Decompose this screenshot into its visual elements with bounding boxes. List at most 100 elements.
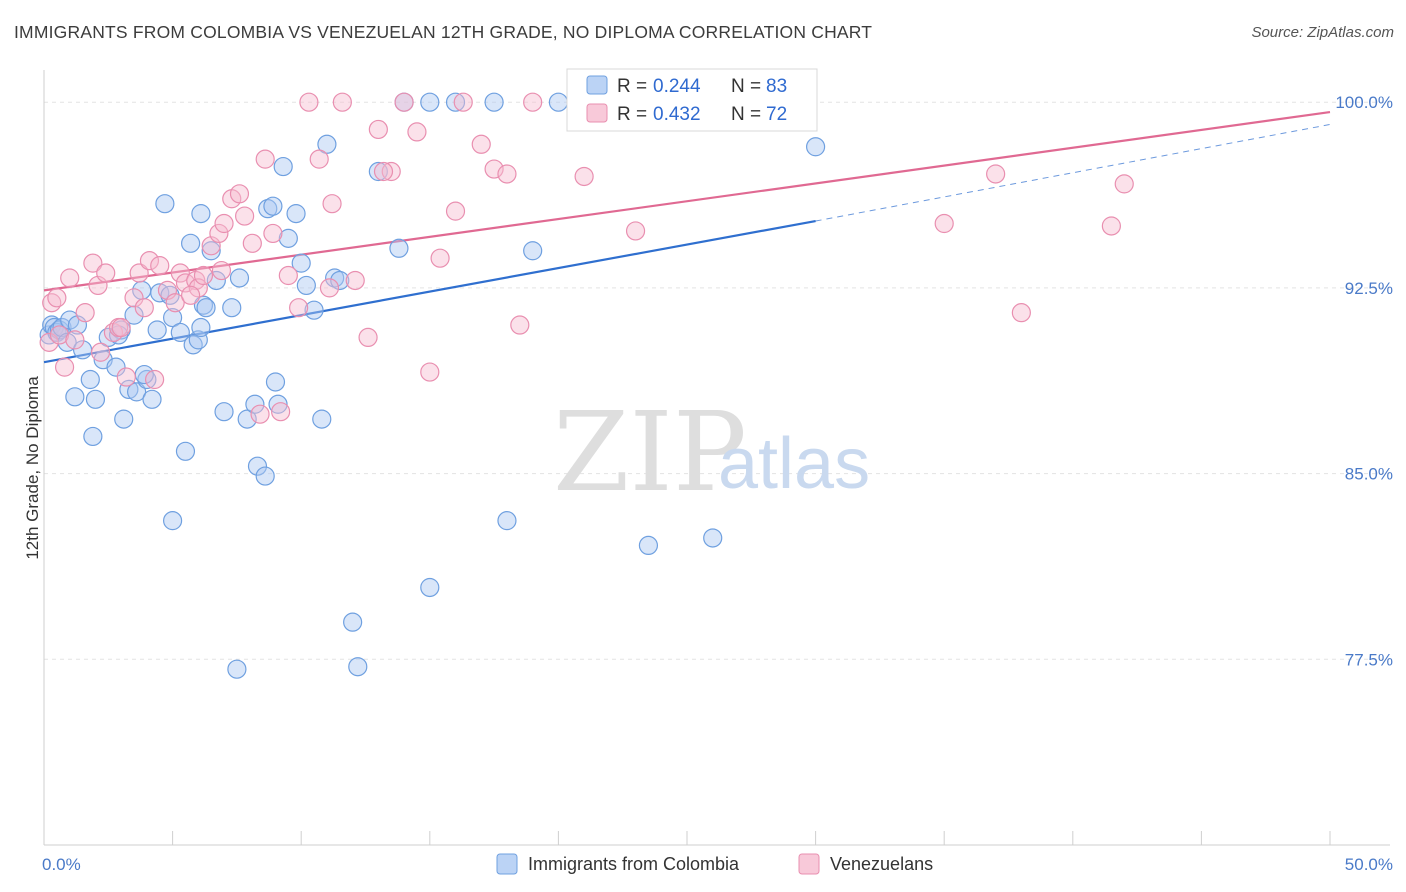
data-point-colombia <box>263 196 283 216</box>
legend-r-value: 0.244 <box>653 76 701 97</box>
data-point-colombia <box>119 379 139 400</box>
data-point-venezuela <box>170 263 190 283</box>
data-point-venezuela <box>129 263 149 283</box>
data-point-venezuela <box>1114 174 1134 194</box>
data-point-venezuela <box>165 293 185 313</box>
data-point-colombia <box>523 241 543 261</box>
data-point-venezuela <box>430 248 450 268</box>
data-point-venezuela <box>497 164 517 184</box>
data-point-venezuela <box>934 213 954 234</box>
legend-n-value: 72 <box>766 104 787 125</box>
bottom-legend-label-colombia: Immigrants from Colombia <box>528 854 740 874</box>
data-point-venezuela <box>278 265 298 286</box>
data-point-venezuela <box>229 184 250 204</box>
data-point-colombia <box>245 394 265 414</box>
data-point-venezuela <box>39 332 59 352</box>
bottom-legend: Immigrants from Colombia Venezuelans <box>496 853 933 875</box>
data-point-colombia <box>497 511 517 531</box>
data-point-colombia <box>222 298 242 318</box>
legend-r-value: 0.432 <box>653 104 701 125</box>
data-point-colombia <box>291 253 311 273</box>
bottom-legend-label-venezuela: Venezuelans <box>830 854 933 874</box>
data-point-venezuela <box>75 303 95 323</box>
legend-r-label: R = <box>617 76 647 97</box>
data-point-venezuela <box>214 213 234 234</box>
bottom-legend-swatch-venezuela <box>798 853 820 875</box>
data-point-colombia <box>805 137 826 157</box>
data-point-colombia <box>296 275 316 296</box>
data-point-colombia <box>330 270 350 291</box>
data-point-colombia <box>201 241 221 261</box>
data-point-venezuela <box>242 233 262 253</box>
data-point-colombia <box>278 228 298 248</box>
data-point-venezuela <box>83 253 103 273</box>
data-point-venezuela <box>332 92 352 112</box>
data-point-colombia <box>348 657 368 677</box>
data-point-colombia <box>247 456 268 476</box>
data-point-venezuela <box>188 278 208 298</box>
data-point-colombia <box>389 238 409 258</box>
data-point-venezuela <box>368 119 388 140</box>
data-point-venezuela <box>523 92 543 112</box>
data-point-venezuela <box>309 149 329 169</box>
data-point-venezuela <box>299 92 319 112</box>
data-point-venezuela <box>235 206 255 226</box>
y-tick-label: 92.5% <box>1345 279 1393 298</box>
data-point-venezuela <box>150 256 170 276</box>
data-point-venezuela <box>49 325 70 345</box>
data-point-colombia <box>155 194 175 214</box>
bottom-legend-swatch-colombia <box>496 853 518 875</box>
data-point-venezuela <box>1101 216 1121 236</box>
x-tick-label: 50.0% <box>1345 855 1393 874</box>
data-point-colombia <box>268 394 288 414</box>
data-point-colombia <box>196 298 216 318</box>
data-point-colombia <box>108 325 129 345</box>
data-point-colombia <box>214 402 234 422</box>
data-point-venezuela <box>319 278 340 298</box>
trend-lines <box>43 111 1331 364</box>
legend-n-label: N = <box>731 76 761 97</box>
data-point-venezuela <box>625 221 646 241</box>
data-point-venezuela <box>211 260 232 281</box>
data-point-venezuela <box>510 315 530 335</box>
data-point-colombia <box>181 233 201 253</box>
data-point-venezuela <box>181 285 201 305</box>
data-point-colombia <box>237 409 257 429</box>
data-point-colombia <box>193 295 214 315</box>
data-point-colombia <box>114 409 134 429</box>
x-tick-label: 0.0% <box>42 855 81 874</box>
data-point-venezuela <box>144 369 165 390</box>
data-point-venezuela <box>574 166 594 187</box>
data-point-colombia <box>206 270 226 291</box>
data-point-venezuela <box>65 330 85 350</box>
watermark: ZIP atlas <box>553 388 870 516</box>
data-point-colombia <box>484 92 504 112</box>
data-point-venezuela <box>134 298 154 318</box>
data-point-venezuela <box>60 268 80 288</box>
data-point-venezuela <box>420 362 440 382</box>
data-point-colombia <box>445 92 466 112</box>
y-axis-label: 12th Grade, No Diploma <box>23 376 42 560</box>
data-point-colombia <box>317 134 337 154</box>
data-point-colombia <box>638 535 659 555</box>
data-point-venezuela <box>209 223 229 244</box>
data-point-colombia <box>142 389 162 409</box>
data-point-colombia <box>286 204 306 224</box>
data-point-colombia <box>124 305 144 325</box>
trend-line-colombia <box>43 219 816 364</box>
data-point-venezuela <box>193 265 214 286</box>
data-point-colombia <box>325 268 345 288</box>
data-point-venezuela <box>986 164 1006 184</box>
y-tick-label: 100.0% <box>1335 93 1393 112</box>
data-point-venezuela <box>250 404 270 424</box>
data-point-venezuela <box>484 159 504 179</box>
data-point-venezuela <box>407 122 427 142</box>
source-credit: Source: ZipAtlas.com <box>1251 24 1394 41</box>
data-point-venezuela <box>445 201 466 221</box>
data-point-colombia <box>65 387 85 407</box>
data-point-venezuela <box>322 194 342 214</box>
data-point-colombia <box>258 199 278 219</box>
stats-legend: R = 0.244 N = 83 R = 0.432 N = 72 <box>566 68 818 132</box>
data-point-venezuela <box>54 357 75 377</box>
data-point-colombia <box>304 300 324 320</box>
